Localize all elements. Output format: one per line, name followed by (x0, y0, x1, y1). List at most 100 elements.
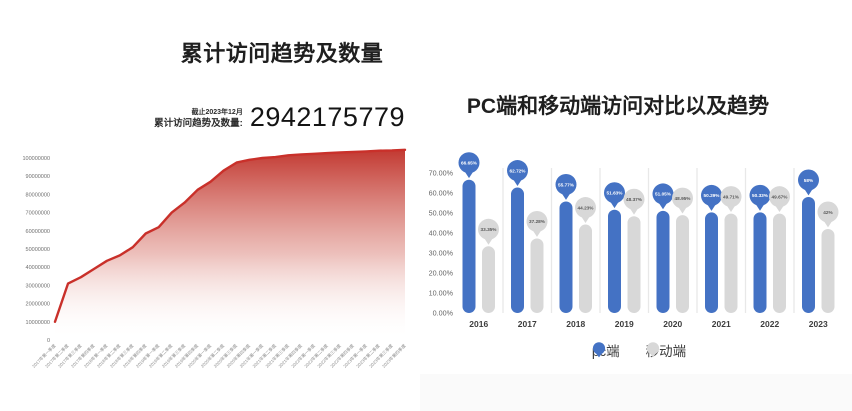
pc-bar (511, 187, 524, 313)
y-axis-tick-label: 60.00% (429, 189, 454, 198)
bubble-value-label: 48.95% (675, 196, 692, 201)
bubble-tail (561, 193, 571, 200)
legend-item-pc: pc端 (592, 340, 620, 360)
bubble-circle (507, 160, 528, 182)
y-axis-tick-label: 50.00% (429, 209, 454, 218)
value-bubble: 62.72% (507, 160, 528, 186)
background-band (420, 374, 852, 411)
bubble-circle (749, 184, 771, 206)
bubble-tail (726, 205, 736, 212)
bubble-tail (804, 188, 813, 196)
y-axis-tick-label: 70000000 (26, 211, 50, 217)
mobile-series-drop-icon (646, 342, 659, 358)
value-bubble: 49.71% (720, 186, 742, 212)
value-bubble: 66.65% (458, 152, 480, 179)
y-axis-tick-label: 60000000 (26, 229, 50, 235)
y-axis-tick-label: 10000000 (26, 320, 50, 326)
bubble-tail (658, 202, 668, 210)
y-axis-tick-label: 80000000 (26, 192, 50, 198)
bubble-circle (458, 152, 480, 174)
legend-item-mobile: 移动端 (646, 340, 686, 360)
stat-label: 累计访问趋势及数量: (154, 117, 243, 129)
value-bubble: 55.77% (555, 173, 577, 200)
pc-mobile-bar-chart: 0.00% 10.00% 20.00% 30.00% 40.00% 50.00% 60.00… (429, 152, 839, 329)
bubble-value-label: 62.72% (510, 168, 527, 173)
bubble-value-label: 48.37% (626, 197, 643, 202)
mobile-bar (627, 216, 641, 313)
bubble-tail (581, 216, 590, 223)
bubble-circle (652, 183, 674, 205)
x-axis-year-label: 2021 (712, 319, 731, 329)
stat-value: 2942175779 (249, 102, 405, 132)
pc-series-drop-icon (592, 342, 605, 358)
bubble-tail (610, 201, 619, 209)
mobile-bar (676, 215, 689, 313)
value-bubble: 37.28% (526, 210, 548, 237)
value-bubble: 51.05% (652, 183, 674, 210)
mobile-bar (724, 213, 738, 313)
bubble-value-label: 50.29% (704, 193, 721, 198)
bubble-tail (629, 208, 639, 215)
y-axis-tick-label: 90000000 (26, 174, 50, 180)
bubble-circle (575, 197, 596, 219)
bubble-tail (532, 230, 542, 237)
value-bubble: 33.35% (478, 218, 499, 245)
cumulative-stat: 截止2023年12月 累计访问趋势及数量: 2942175779 (154, 102, 405, 132)
y-axis-tick-label: 10.00% (429, 289, 454, 298)
y-axis-tick-label: 20000000 (26, 302, 50, 308)
bubble-tail (775, 205, 784, 213)
pc-bar (656, 210, 670, 313)
area-line (53, 148, 407, 323)
area-fill (55, 149, 405, 340)
bubble-tail (823, 220, 833, 228)
value-bubble: 50.29% (701, 184, 722, 211)
stat-asof-date: 截止2023年12月 (191, 109, 243, 117)
mobile-bar (773, 213, 786, 313)
x-axis-year-label: 2018 (566, 319, 585, 329)
bubble-tail (484, 238, 493, 245)
bubble-value-label: 44.23% (578, 205, 595, 210)
value-bubble: 44.23% (575, 197, 596, 223)
pc-bar (462, 179, 476, 313)
cumulative-chart-title: 累计访问趋势及数量 (180, 41, 384, 66)
y-axis-tick-label: 0 (47, 338, 50, 344)
pc-mobile-chart-title: PC端和移动端访问对比以及趋势 (466, 95, 770, 118)
bubble-value-label: 66.65% (461, 161, 478, 166)
y-axis-tick-label: 30000000 (26, 283, 50, 289)
cumulative-stat-labels: 截止2023年12月 累计访问趋势及数量: (154, 109, 243, 130)
mobile-bar (530, 238, 544, 313)
x-axis-year-label: 2017 (518, 319, 537, 329)
y-axis-tick-label: 50000000 (26, 247, 50, 253)
bubble-value-label: 58% (804, 178, 814, 183)
bubble-value-label: 55.77% (558, 182, 575, 187)
y-axis-tick-label: 70.00% (429, 169, 454, 178)
bubble-circle (798, 169, 819, 191)
bubble-circle (817, 201, 839, 223)
mobile-bar (482, 246, 495, 313)
bubble-circle (623, 188, 645, 210)
bubble-tail (707, 204, 716, 211)
cumulative-area-chart: 0 10000000 20000000 30000000 40000000 5000000… (22, 148, 408, 369)
y-axis-tick-label: 40.00% (429, 229, 454, 238)
bubble-circle (720, 186, 742, 208)
value-bubble: 49.67% (769, 186, 790, 213)
mobile-bar (579, 224, 592, 313)
chart-legend: pc端 移动端 (426, 340, 852, 360)
bubble-circle (555, 173, 577, 195)
value-bubble: 51.63% (604, 182, 625, 209)
y-axis-tick-label: 30.00% (429, 249, 454, 258)
bubble-value-label: 51.63% (607, 191, 624, 196)
y-axis-tick-label: 40000000 (26, 265, 50, 271)
bubble-value-label: 33.35% (481, 227, 498, 232)
y-axis-tick-label: 100000000 (22, 156, 50, 162)
bubble-tail (755, 204, 765, 211)
bubble-value-label: 42% (823, 210, 833, 215)
x-axis-year-label: 2022 (760, 319, 779, 329)
value-bubble: 48.37% (623, 188, 645, 215)
x-axis-year-label: 2016 (469, 319, 488, 329)
bubble-tail (464, 171, 474, 179)
pc-bar (705, 212, 718, 313)
bubble-value-label: 51.05% (655, 192, 672, 197)
pc-bar (802, 197, 815, 313)
pc-bar (753, 212, 767, 313)
